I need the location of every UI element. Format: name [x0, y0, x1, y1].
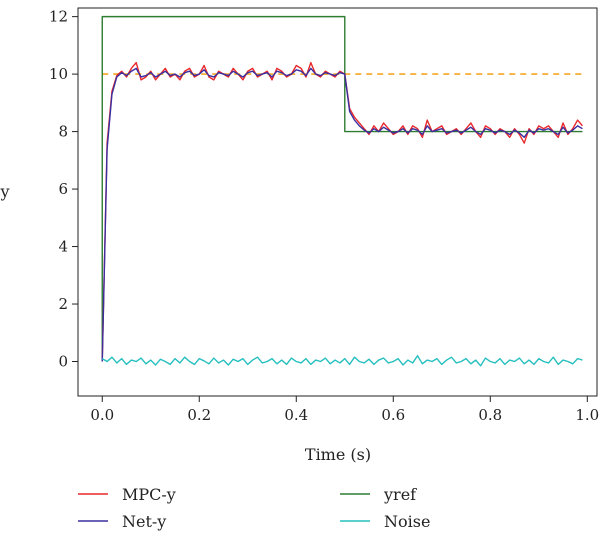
- x-tick-label: 1.0: [575, 406, 599, 424]
- x-tick-label: 0.8: [478, 406, 502, 424]
- x-tick-label: 0.2: [187, 406, 211, 424]
- x-tick-label: 0.4: [284, 406, 308, 424]
- plot-frame: [77, 7, 598, 397]
- x-axis-title: Time (s): [305, 445, 371, 464]
- series-line-yref: [101, 15, 583, 362]
- plot-area: 0 2 4 6 8 10 12 0.0 0.2 0.4 0.6 0.8 1.0: [49, 7, 599, 424]
- x-tick-label: 0.6: [381, 406, 405, 424]
- y-tick-label: 2: [58, 295, 68, 313]
- series-line-mpc-y: [101, 61, 583, 362]
- y-tick-label: 12: [49, 8, 68, 26]
- legend-label-mpc-y: MPC-y: [122, 485, 176, 504]
- legend-label-net-y: Net-y: [122, 512, 166, 531]
- y-tick-label: 0: [58, 353, 68, 371]
- legend-label-noise: Noise: [384, 512, 430, 531]
- legend-label-yref: yref: [383, 485, 417, 504]
- y-tick-label: 6: [58, 180, 68, 198]
- y-tick-label: 8: [58, 123, 68, 141]
- series-line-noise: [101, 355, 583, 367]
- series-line-net-y: [101, 67, 583, 362]
- y-tick-label: 4: [58, 238, 68, 256]
- legend: MPC-y yref Net-y Noise: [78, 485, 430, 531]
- y-tick-label: 10: [49, 65, 68, 83]
- y-axis-title: y: [0, 182, 10, 201]
- x-tick-label: 0.0: [90, 406, 114, 424]
